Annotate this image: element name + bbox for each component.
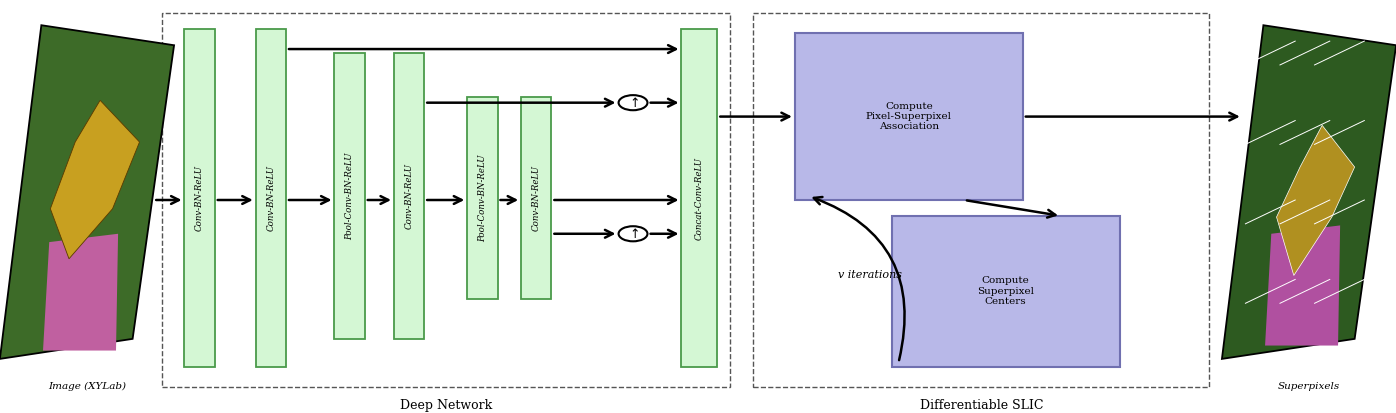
Text: Pool-Conv-BN-ReLU: Pool-Conv-BN-ReLU: [477, 154, 487, 242]
Bar: [394, 53, 424, 339]
Ellipse shape: [618, 95, 648, 110]
Text: v iterations: v iterations: [838, 271, 902, 280]
Text: Image (XYLab): Image (XYLab): [47, 382, 126, 391]
Text: Conv-BN-ReLU: Conv-BN-ReLU: [195, 165, 204, 231]
Text: Conv-BN-ReLU: Conv-BN-ReLU: [267, 165, 275, 231]
Bar: [335, 53, 364, 339]
Text: $\uparrow$: $\uparrow$: [627, 227, 639, 241]
Text: Compute
Pixel-Superpixel
Association: Compute Pixel-Superpixel Association: [866, 102, 952, 131]
Text: Compute
Superpixel
Centers: Compute Superpixel Centers: [977, 276, 1034, 306]
Bar: [255, 29, 286, 367]
Text: Deep Network: Deep Network: [399, 399, 491, 412]
Bar: [794, 33, 1023, 200]
Text: Conv-BN-ReLU: Conv-BN-ReLU: [532, 165, 540, 231]
Bar: [162, 13, 730, 387]
Polygon shape: [43, 234, 119, 351]
Text: Conv-BN-ReLU: Conv-BN-ReLU: [405, 163, 413, 229]
Bar: [468, 97, 497, 299]
Bar: [521, 97, 551, 299]
Bar: [754, 13, 1209, 387]
Text: Pool-Conv-BN-ReLU: Pool-Conv-BN-ReLU: [345, 152, 355, 240]
Polygon shape: [50, 100, 140, 259]
Polygon shape: [1265, 225, 1340, 346]
Bar: [681, 29, 718, 367]
Polygon shape: [0, 25, 174, 359]
Ellipse shape: [618, 226, 648, 241]
Text: Differentiable SLIC: Differentiable SLIC: [920, 399, 1043, 412]
Text: Concat-Conv-ReLU: Concat-Conv-ReLU: [695, 157, 704, 240]
Bar: [892, 216, 1120, 367]
Text: Superpixels: Superpixels: [1277, 382, 1340, 391]
Bar: [184, 29, 215, 367]
Polygon shape: [1276, 125, 1354, 275]
Text: $\uparrow$: $\uparrow$: [627, 96, 639, 110]
Polygon shape: [1222, 25, 1396, 359]
